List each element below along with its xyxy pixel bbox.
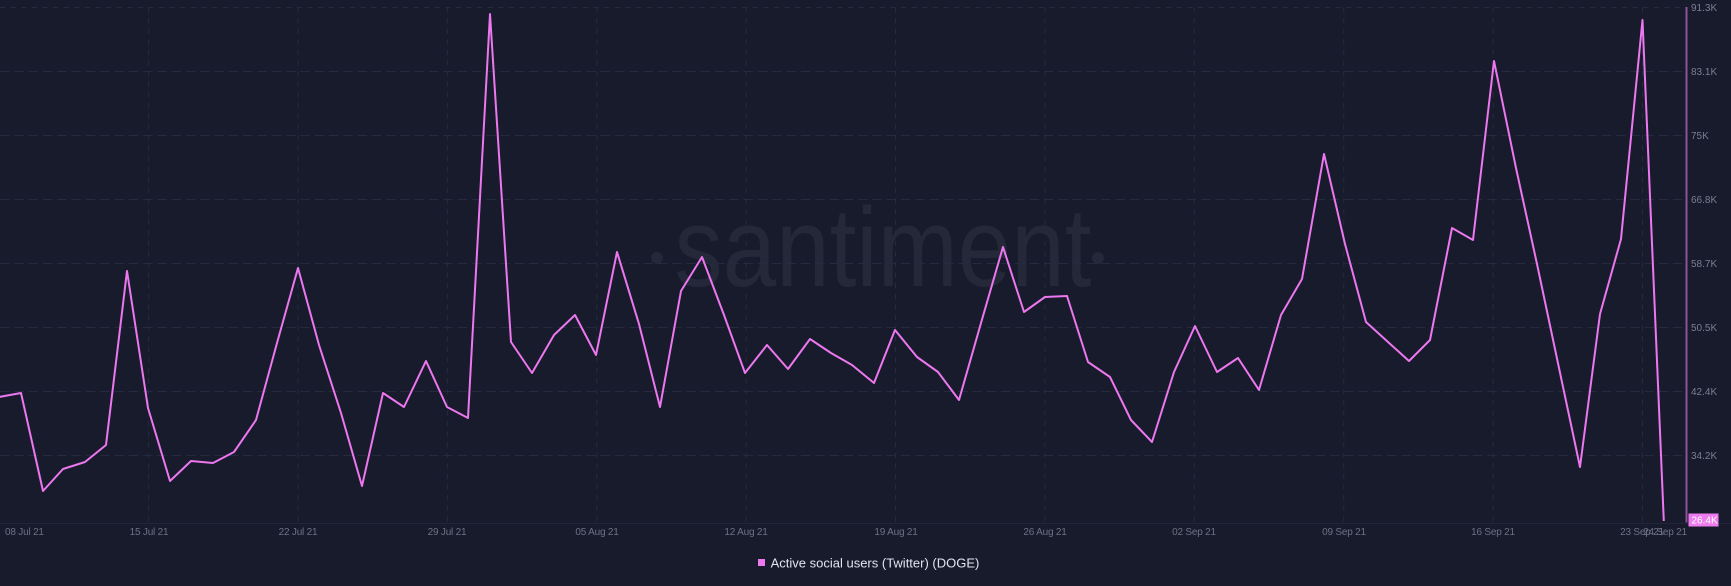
svg-text:29 Jul 21: 29 Jul 21	[428, 527, 467, 538]
svg-text:22 Jul 21: 22 Jul 21	[279, 527, 318, 538]
svg-text:42.4K: 42.4K	[1691, 387, 1717, 398]
svg-text:02 Sep 21: 02 Sep 21	[1172, 527, 1216, 538]
svg-text:50.5K: 50.5K	[1691, 323, 1717, 334]
svg-text:09 Sep 21: 09 Sep 21	[1322, 527, 1366, 538]
svg-text:34.2K: 34.2K	[1691, 451, 1717, 462]
svg-text:26.4K: 26.4K	[1692, 516, 1718, 527]
svg-text:83.1K: 83.1K	[1691, 67, 1717, 78]
svg-text:66.8K: 66.8K	[1691, 195, 1717, 206]
svg-text:08 Jul 21: 08 Jul 21	[5, 527, 44, 538]
svg-text:91.3K: 91.3K	[1691, 3, 1717, 14]
svg-text:16 Sep 21: 16 Sep 21	[1471, 527, 1515, 538]
svg-text:24 Sep 21: 24 Sep 21	[1643, 527, 1687, 538]
svg-text:15 Jul 21: 15 Jul 21	[130, 527, 169, 538]
svg-text:58.7K: 58.7K	[1691, 259, 1717, 270]
svg-text:05 Aug 21: 05 Aug 21	[575, 527, 619, 538]
svg-text:26 Aug 21: 26 Aug 21	[1023, 527, 1067, 538]
svg-text:santiment: santiment	[675, 185, 1092, 310]
svg-text:75K: 75K	[1691, 131, 1709, 142]
svg-text:19 Aug 21: 19 Aug 21	[874, 527, 918, 538]
svg-text:12 Aug 21: 12 Aug 21	[724, 527, 768, 538]
svg-text:23 Sep 21: 23 Sep 21	[1620, 527, 1664, 538]
